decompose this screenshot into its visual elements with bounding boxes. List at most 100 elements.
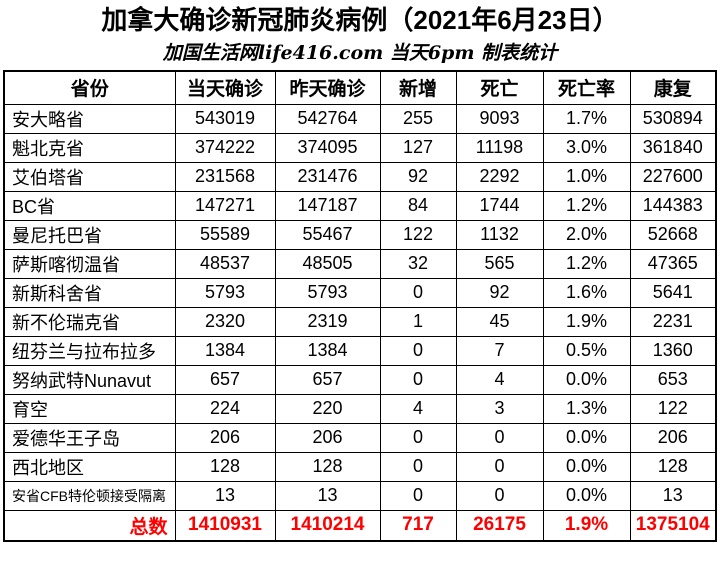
value-cell: 128 <box>274 451 381 482</box>
value-cell: 231476 <box>274 161 381 192</box>
table-row: 萨斯喀彻温省 48537 48505 32 565 1.2% 47365 <box>3 248 717 279</box>
value-cell: 13 <box>629 480 717 511</box>
value-cell: 52668 <box>629 219 717 250</box>
value-cell: 48505 <box>274 248 381 279</box>
value-cell: 92 <box>379 161 457 192</box>
value-cell: 530894 <box>629 103 717 134</box>
value-cell: 13 <box>274 480 381 511</box>
value-cell: 1744 <box>455 190 544 221</box>
value-cell: 92 <box>455 277 544 308</box>
province-name-cell: 西北地区 <box>3 451 176 482</box>
table-row: 新斯科舍省 5793 5793 0 92 1.6% 5641 <box>3 277 717 308</box>
value-cell: 5793 <box>174 277 276 308</box>
value-cell: 84 <box>379 190 457 221</box>
province-name-cell: 安大略省 <box>3 103 176 134</box>
header-cell-0: 省份 <box>3 70 176 105</box>
value-cell: 1.6% <box>542 277 631 308</box>
value-cell: 2292 <box>455 161 544 192</box>
province-name-cell: 安省CFB特伦顿接受隔离 <box>3 480 176 511</box>
value-cell: 4 <box>455 364 544 395</box>
table-row: 育空 224 220 4 3 1.3% 122 <box>3 393 717 424</box>
total-value-cell: 1.9% <box>542 509 631 542</box>
value-cell: 220 <box>274 393 381 424</box>
value-cell: 0 <box>379 422 457 453</box>
value-cell: 128 <box>174 451 276 482</box>
value-cell: 224 <box>174 393 276 424</box>
value-cell: 122 <box>379 219 457 250</box>
value-cell: 144383 <box>629 190 717 221</box>
value-cell: 0.5% <box>542 335 631 366</box>
value-cell: 0 <box>379 335 457 366</box>
total-value-cell: 1410931 <box>174 509 276 542</box>
table-body: 安大略省 543019 542764 255 9093 1.7% 530894 魁北克省 374… <box>3 103 717 511</box>
value-cell: 1384 <box>174 335 276 366</box>
value-cell: 47365 <box>629 248 717 279</box>
table-row: 西北地区 128 128 0 0 0.0% 128 <box>3 451 717 482</box>
value-cell: 657 <box>274 364 381 395</box>
value-cell: 147187 <box>274 190 381 221</box>
value-cell: 48537 <box>174 248 276 279</box>
value-cell: 0 <box>379 451 457 482</box>
value-cell: 1132 <box>455 219 544 250</box>
total-value-cell: 1375104 <box>629 509 717 542</box>
value-cell: 0 <box>379 277 457 308</box>
value-cell: 2320 <box>174 306 276 337</box>
value-cell: 32 <box>379 248 457 279</box>
value-cell: 3.0% <box>542 132 631 163</box>
value-cell: 374222 <box>174 132 276 163</box>
table-row: 努纳武特Nunavut 657 657 0 4 0.0% 653 <box>3 364 717 395</box>
province-name-cell: 新不伦瑞克省 <box>3 306 176 337</box>
total-value-cell: 717 <box>379 509 457 542</box>
value-cell: 206 <box>629 422 717 453</box>
table-row: 安大略省 543019 542764 255 9093 1.7% 530894 <box>3 103 717 134</box>
value-cell: 657 <box>174 364 276 395</box>
value-cell: 45 <box>455 306 544 337</box>
header-cell-4: 死亡 <box>455 70 544 105</box>
value-cell: 1.2% <box>542 190 631 221</box>
table-row: 艾伯塔省 231568 231476 92 2292 1.0% 227600 <box>3 161 717 192</box>
value-cell: 13 <box>174 480 276 511</box>
value-cell: 3 <box>455 393 544 424</box>
value-cell: 1.2% <box>542 248 631 279</box>
value-cell: 0 <box>455 422 544 453</box>
value-cell: 2231 <box>629 306 717 337</box>
value-cell: 0.0% <box>542 422 631 453</box>
total-value-cell: 26175 <box>455 509 544 542</box>
covid-cases-table: 省份 当天确诊 昨天确诊 新增 死亡 死亡率 康复 安大略省 543019 542764 255 9… <box>3 70 717 542</box>
subtitle: 加国生活网life416.com 当天6pm 制表统计 <box>162 42 558 64</box>
value-cell: 1384 <box>274 335 381 366</box>
total-row: 总数 1410931 1410214 717 26175 1.9% 1375104 <box>3 509 717 542</box>
value-cell: 5793 <box>274 277 381 308</box>
value-cell: 1 <box>379 306 457 337</box>
value-cell: 9093 <box>455 103 544 134</box>
province-name-cell: 魁北克省 <box>3 132 176 163</box>
value-cell: 374095 <box>274 132 381 163</box>
value-cell: 0 <box>455 480 544 511</box>
value-cell: 0.0% <box>542 364 631 395</box>
value-cell: 565 <box>455 248 544 279</box>
value-cell: 128 <box>629 451 717 482</box>
total-label-cell: 总数 <box>3 509 176 542</box>
value-cell: 206 <box>274 422 381 453</box>
value-cell: 127 <box>379 132 457 163</box>
header-cell-1: 当天确诊 <box>174 70 276 105</box>
value-cell: 543019 <box>174 103 276 134</box>
value-cell: 7 <box>455 335 544 366</box>
page-title: 加拿大确诊新冠肺炎病例（2021年6月23日） <box>101 5 619 35</box>
value-cell: 255 <box>379 103 457 134</box>
table-row: 魁北克省 374222 374095 127 11198 3.0% 361840 <box>3 132 717 163</box>
value-cell: 231568 <box>174 161 276 192</box>
value-cell: 361840 <box>629 132 717 163</box>
value-cell: 11198 <box>455 132 544 163</box>
header-cell-2: 昨天确诊 <box>274 70 381 105</box>
value-cell: 4 <box>379 393 457 424</box>
province-name-cell: 纽芬兰与拉布拉多 <box>3 335 176 366</box>
value-cell: 0 <box>379 364 457 395</box>
table-row: 新不伦瑞克省 2320 2319 1 45 1.9% 2231 <box>3 306 717 337</box>
header-cell-6: 康复 <box>629 70 717 105</box>
province-name-cell: 曼尼托巴省 <box>3 219 176 250</box>
table-row: 爱德华王子岛 206 206 0 0 0.0% 206 <box>3 422 717 453</box>
value-cell: 0.0% <box>542 480 631 511</box>
table-row: BC省 147271 147187 84 1744 1.2% 144383 <box>3 190 717 221</box>
